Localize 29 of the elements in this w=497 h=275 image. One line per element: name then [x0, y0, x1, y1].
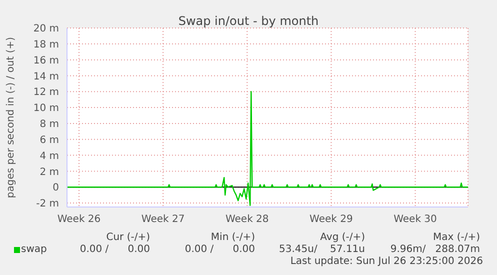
y-tick-label: 0 [52, 182, 59, 194]
legend-label: swap [21, 244, 47, 255]
y-tick-label: 20 m [33, 24, 59, 35]
y-tick-label: 2 m [40, 166, 59, 178]
y-axis-title: pages per second in (-) / out (+) [6, 36, 17, 198]
y-tick-label: 6 m [40, 134, 59, 146]
text: 0.00 / 0.00 [184, 244, 255, 255]
text: 0.00 / 0.00 [80, 244, 150, 255]
y-tick-label: 12 m [33, 87, 59, 98]
text: Last update: Sun Jul 26 23:25:00 2026 [290, 256, 483, 267]
text: 53.45u/ 57.11u [278, 244, 365, 255]
text: Max (-/+) [432, 232, 480, 243]
x-tick-label: Week 28 [225, 214, 269, 226]
x-tick-label: Week 26 [57, 214, 101, 226]
y-tick-label: 10 m [33, 103, 59, 114]
y-tick-label: 4 m [40, 150, 59, 162]
text: 9.96m/ 288.07m [390, 244, 480, 255]
y-tick-label: 14 m [33, 71, 59, 82]
x-tick-label: Week 30 [394, 214, 437, 226]
y-tick-label: 8 m [40, 119, 59, 130]
y-tick-label: 16 m [33, 55, 59, 66]
y-tick-label: 18 m [33, 39, 59, 50]
y-tick-label: -2 m [36, 198, 59, 210]
text: Cur (-/+) [105, 232, 150, 243]
text: Min (-/+) [210, 232, 255, 243]
x-tick-label: Week 29 [310, 214, 353, 226]
x-tick-label: Week 27 [141, 214, 185, 226]
text: Avg (-/+) [320, 232, 365, 243]
chart-title: Swap in/out - by month [178, 14, 319, 28]
